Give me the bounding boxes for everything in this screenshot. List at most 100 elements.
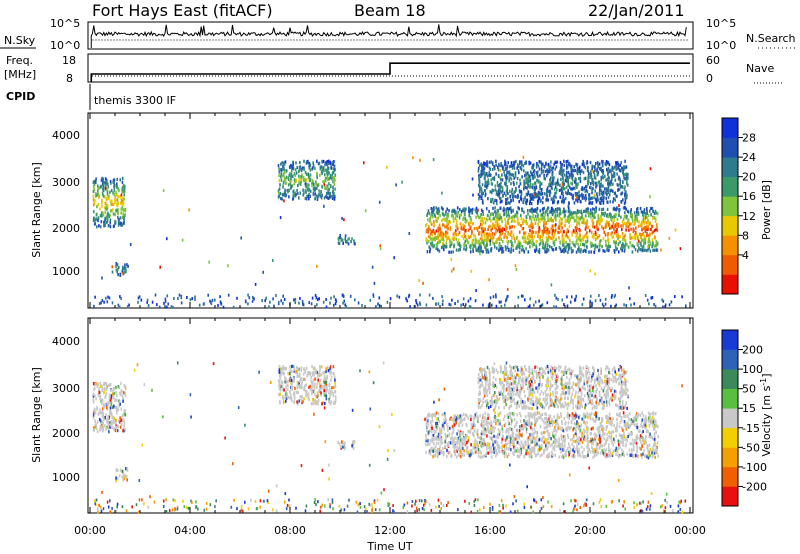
range-gate-cell <box>468 305 471 309</box>
range-gate-cell <box>103 223 106 227</box>
range-gate-cell <box>289 173 291 177</box>
range-gate-cell <box>636 412 638 416</box>
range-gate-cell <box>584 189 586 193</box>
range-gate-cell <box>648 237 650 242</box>
range-gate-cell <box>630 227 632 231</box>
range-gate-cell <box>580 248 582 252</box>
range-gate-cell <box>563 238 565 242</box>
range-gate-cell <box>510 177 513 181</box>
range-gate-cell <box>648 302 650 306</box>
range-gate-cell <box>613 215 615 219</box>
range-gate-cell <box>434 238 436 242</box>
range-gate-cell <box>574 180 577 184</box>
range-gate-cell <box>498 217 501 221</box>
range-gate-cell <box>112 202 114 206</box>
range-gate-cell <box>437 241 439 245</box>
range-gate-cell <box>307 371 310 375</box>
range-gate-cell <box>573 180 576 184</box>
range-gate-cell <box>553 209 556 213</box>
range-gate-cell <box>613 213 616 217</box>
range-gate-cell <box>538 247 541 252</box>
range-gate-cell <box>563 207 565 211</box>
range-gate-cell <box>548 193 551 197</box>
range-gate-cell <box>100 426 103 430</box>
range-gate-cell <box>472 244 475 248</box>
range-gate-cell <box>634 230 637 234</box>
range-gate-cell <box>575 229 577 233</box>
range-gate-cell <box>619 168 621 172</box>
range-gate-cell <box>351 444 353 448</box>
range-gate-cell <box>146 300 148 304</box>
range-gate-cell <box>482 250 484 254</box>
range-gate-cell <box>311 364 313 369</box>
range-gate-cell <box>252 295 254 299</box>
range-gate-cell <box>498 213 501 217</box>
range-gate-cell <box>283 367 285 371</box>
range-gate-cell <box>556 180 559 184</box>
range-gate-cell <box>522 425 525 429</box>
range-gate-cell <box>593 175 596 180</box>
colorbar-segment <box>722 196 738 217</box>
range-gate-cell <box>454 449 456 454</box>
range-gate-cell <box>615 248 617 252</box>
range-gate-cell <box>545 161 547 165</box>
range-gate-cell <box>596 173 599 177</box>
range-gate-cell <box>610 168 612 172</box>
range-gate-cell <box>610 188 612 192</box>
range-gate-cell <box>120 201 122 205</box>
range-gate-cell <box>432 296 434 300</box>
range-gate-cell <box>505 212 507 216</box>
range-gate-cell <box>505 198 508 202</box>
range-gate-cell <box>124 391 126 395</box>
range-gate-cell <box>304 389 307 393</box>
range-gate-cell <box>574 298 576 302</box>
range-gate-cell <box>499 231 502 236</box>
range-gate-cell <box>439 445 441 449</box>
range-gate-cell <box>520 190 522 194</box>
range-gate-cell <box>265 296 267 300</box>
range-gate-cell <box>436 244 439 248</box>
range-gate-cell <box>104 416 106 420</box>
range-gate-cell <box>447 220 449 224</box>
range-gate-cell <box>471 207 474 211</box>
range-gate-cell <box>471 177 474 181</box>
range-gate-cell <box>567 191 569 195</box>
range-gate-cell <box>568 243 571 247</box>
range-gate-cell <box>280 384 282 388</box>
range-gate-cell <box>549 168 551 172</box>
range-gate-cell <box>520 224 522 228</box>
range-gate-cell <box>499 206 502 210</box>
range-gate-cell <box>289 182 292 186</box>
range-gate-cell <box>106 425 108 429</box>
range-gate-cell <box>636 236 639 240</box>
range-gate-cell <box>530 197 533 201</box>
range-gate-cell <box>372 295 375 298</box>
range-gate-cell <box>124 409 126 413</box>
range-gate-cell <box>120 222 123 226</box>
range-gate-cell <box>426 239 429 243</box>
range-gate-cell <box>527 176 530 180</box>
range-gate-cell <box>550 160 552 164</box>
range-gate-cell <box>278 400 281 404</box>
range-gate-cell <box>538 167 541 171</box>
range-gate-cell <box>289 368 292 372</box>
range-gate-cell <box>636 217 638 221</box>
range-gate-cell <box>373 281 376 285</box>
range-gate-cell <box>316 395 319 399</box>
range-gate-cell <box>611 218 613 222</box>
range-gate-cell <box>285 390 287 394</box>
range-gate-cell <box>522 218 524 222</box>
range-gate-cell <box>515 236 518 240</box>
range-gate-cell <box>598 167 601 171</box>
range-gate-cell <box>290 185 292 189</box>
range-gate-cell <box>642 232 645 236</box>
range-gate-cell <box>483 172 486 177</box>
range-gate-cell <box>625 224 628 228</box>
range-gate-cell <box>629 222 631 226</box>
range-gate-cell <box>308 183 310 187</box>
range-gate-cell <box>487 181 490 186</box>
range-gate-cell <box>493 165 495 169</box>
range-gate-cell <box>116 177 118 181</box>
range-gate-cell <box>281 395 284 399</box>
range-gate-cell <box>507 192 509 196</box>
